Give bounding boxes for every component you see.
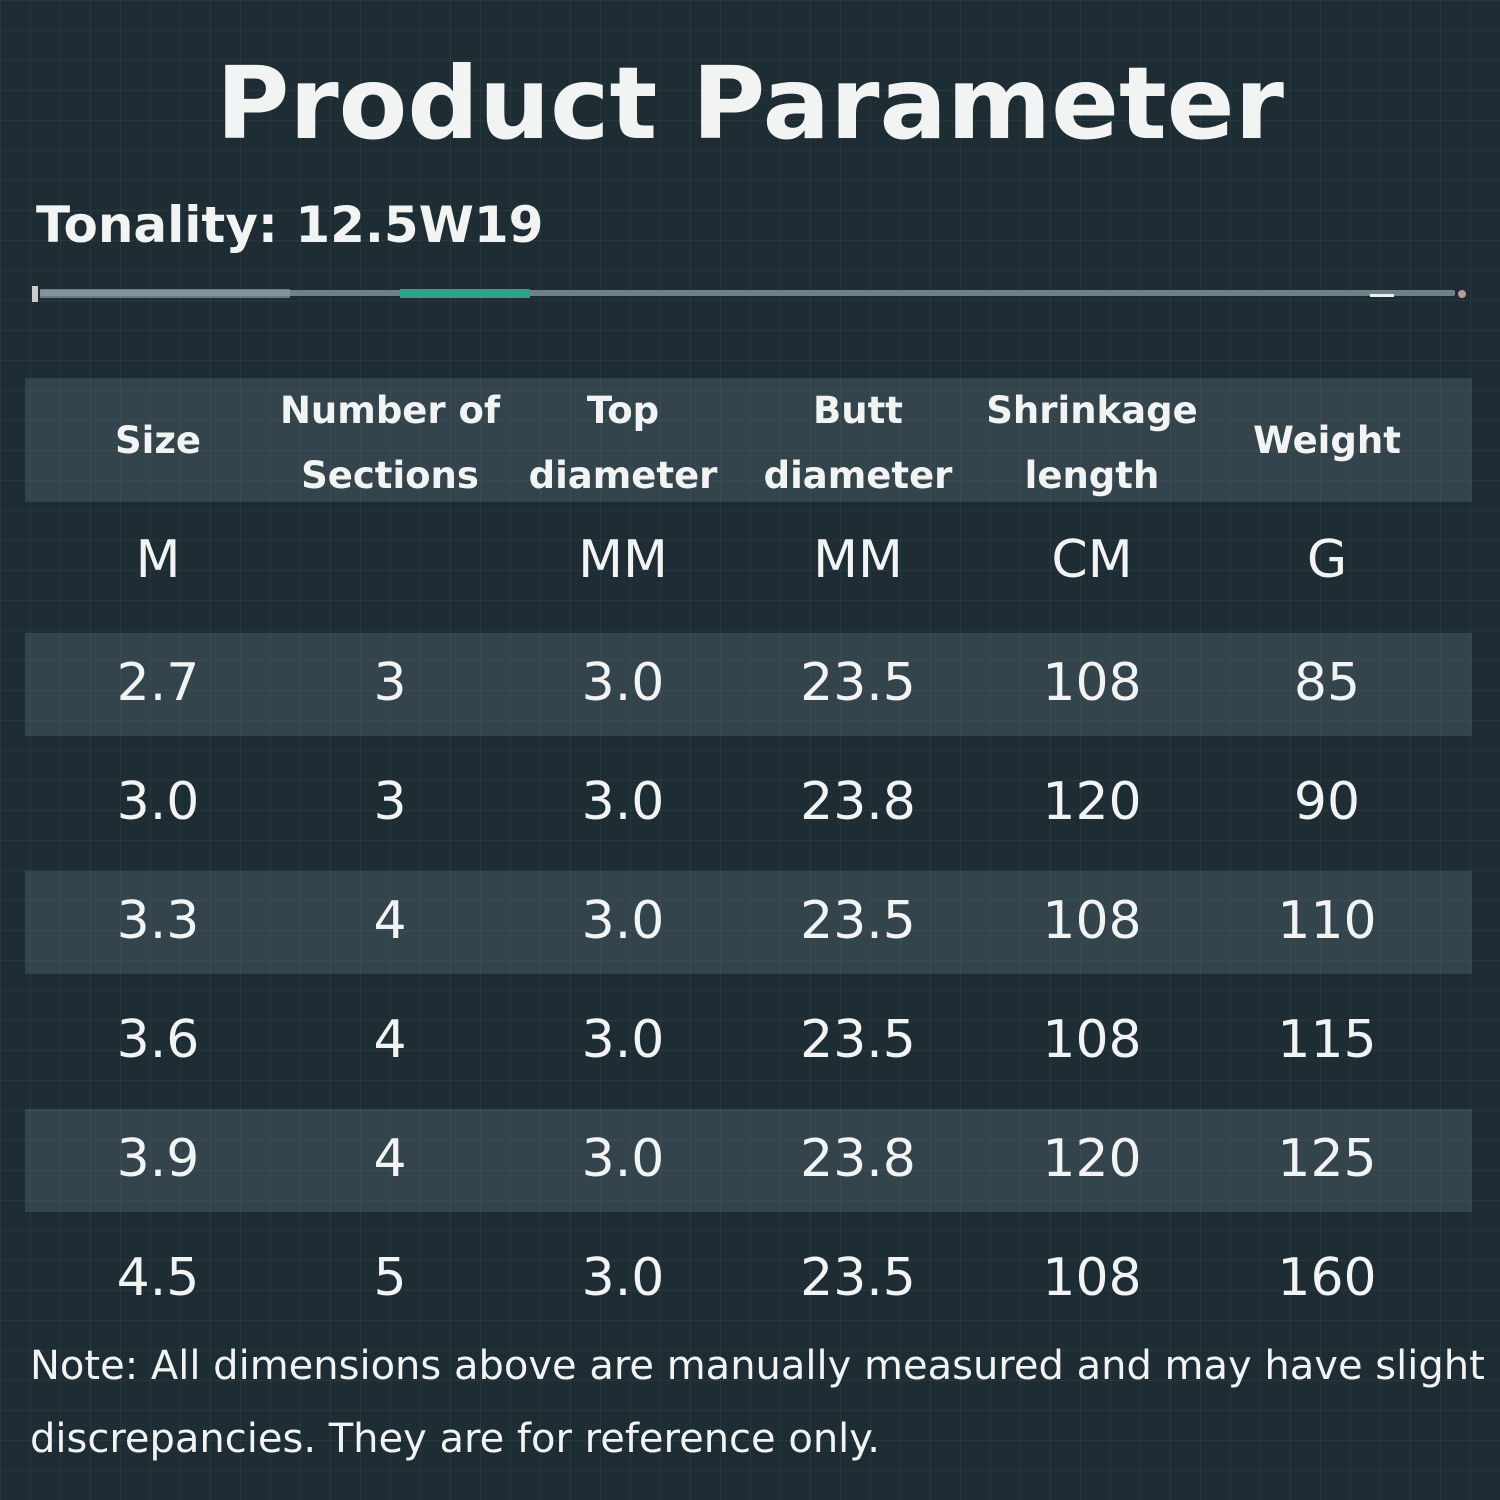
header-cell: Butt bbox=[813, 389, 903, 432]
note-line: discrepancies. They are for reference on… bbox=[30, 1416, 880, 1462]
value-cell: 125 bbox=[1277, 1129, 1377, 1189]
value-cell: 3.0 bbox=[581, 1010, 665, 1070]
value-cell: 23.8 bbox=[800, 1129, 916, 1189]
value-cell: 23.8 bbox=[800, 772, 916, 832]
value-cell: 23.5 bbox=[800, 1248, 916, 1308]
value-cell: 3.0 bbox=[581, 772, 665, 832]
unit-cell: M bbox=[135, 530, 181, 590]
value-cell: 108 bbox=[1042, 653, 1142, 713]
value-cell: 3.9 bbox=[116, 1129, 200, 1189]
value-cell: 3.0 bbox=[581, 891, 665, 951]
value-cell: 4 bbox=[373, 1129, 407, 1189]
value-cell: 90 bbox=[1293, 772, 1361, 832]
value-cell: 85 bbox=[1293, 653, 1361, 713]
value-cell: 108 bbox=[1042, 1010, 1142, 1070]
value-cell: 4 bbox=[373, 891, 407, 951]
title: Product Parameter bbox=[216, 45, 1284, 162]
value-cell: 23.5 bbox=[800, 891, 916, 951]
value-cell: 3.0 bbox=[581, 653, 665, 713]
row-band bbox=[25, 1109, 1472, 1212]
header-cell: diameter bbox=[528, 454, 718, 497]
header-cell: Shrinkage bbox=[986, 389, 1198, 432]
value-cell: 3.0 bbox=[116, 772, 200, 832]
unit-cell: MM bbox=[578, 530, 668, 590]
note-line: Note: All dimensions above are manually … bbox=[30, 1343, 1485, 1389]
header-cell: Number of bbox=[279, 389, 501, 432]
value-cell: 4.5 bbox=[116, 1248, 200, 1308]
value-cell: 23.5 bbox=[800, 1010, 916, 1070]
value-cell: 4 bbox=[373, 1010, 407, 1070]
header-cell: diameter bbox=[763, 454, 953, 497]
value-cell: 115 bbox=[1277, 1010, 1377, 1070]
tonality: Tonality: 12.5W19 bbox=[36, 196, 544, 254]
value-cell: 120 bbox=[1042, 772, 1142, 832]
row-band bbox=[25, 633, 1472, 736]
row-band bbox=[25, 871, 1472, 974]
unit-cell: MM bbox=[813, 530, 903, 590]
value-cell: 110 bbox=[1277, 891, 1377, 951]
value-cell: 160 bbox=[1277, 1248, 1377, 1308]
value-cell: 120 bbox=[1042, 1129, 1142, 1189]
value-cell: 108 bbox=[1042, 1248, 1142, 1308]
value-cell: 108 bbox=[1042, 891, 1142, 951]
header-cell: Top bbox=[586, 389, 660, 432]
value-cell: 3.3 bbox=[116, 891, 200, 951]
value-cell: 3.0 bbox=[581, 1129, 665, 1189]
value-cell: 3.0 bbox=[581, 1248, 665, 1308]
unit-cell: CM bbox=[1051, 530, 1133, 590]
unit-cell: G bbox=[1306, 530, 1348, 590]
value-cell: 3.6 bbox=[116, 1010, 200, 1070]
header-cell: Weight bbox=[1253, 419, 1401, 462]
value-cell: 3 bbox=[373, 653, 407, 713]
rod-image bbox=[32, 286, 1466, 302]
header-cell: Size bbox=[115, 419, 201, 462]
value-cell: 3 bbox=[373, 772, 407, 832]
header-cell: length bbox=[1024, 454, 1160, 497]
header-cell: Sections bbox=[301, 454, 479, 497]
value-cell: 5 bbox=[373, 1248, 407, 1308]
header-band bbox=[25, 378, 1472, 502]
value-cell: 2.7 bbox=[116, 653, 200, 713]
value-cell: 23.5 bbox=[800, 653, 916, 713]
